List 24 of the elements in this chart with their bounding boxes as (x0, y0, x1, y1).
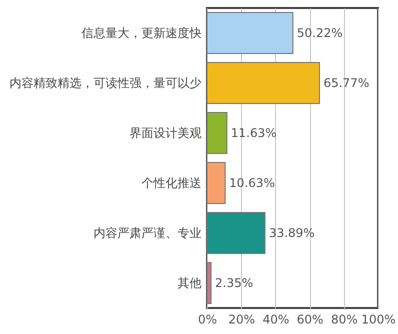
data-label: 65.77% (323, 76, 370, 90)
x-tick-label: 60% (296, 312, 324, 326)
x-tick-label: 80% (330, 312, 358, 326)
data-label: 2.35% (215, 276, 254, 290)
data-label: 10.63% (229, 176, 275, 190)
x-tick-label: 20% (228, 312, 256, 326)
y-tick-label: 信息量大，更新速度快 (82, 26, 202, 40)
y-tick-label: 内容严肃严谨、专业 (94, 226, 202, 240)
bar (206, 262, 212, 304)
data-label: 33.89% (268, 226, 315, 240)
bar (206, 12, 294, 54)
y-tick-label: 个性化推送 (142, 176, 202, 190)
y-tick-label: 界面设计美观 (130, 126, 202, 140)
y-tick-label: 其他 (178, 276, 202, 290)
bar (206, 162, 226, 204)
x-tick-label: 0% (198, 312, 218, 326)
x-tick-label: 40% (262, 312, 290, 326)
y-tick-label: 内容精致精选，可读性强，量可以少 (10, 76, 202, 90)
data-label: 50.22% (296, 26, 343, 40)
bar (206, 212, 266, 254)
bar (206, 62, 320, 104)
bar (206, 112, 228, 154)
data-label: 11.63% (230, 126, 277, 140)
x-tick-label: 100% (361, 312, 396, 326)
